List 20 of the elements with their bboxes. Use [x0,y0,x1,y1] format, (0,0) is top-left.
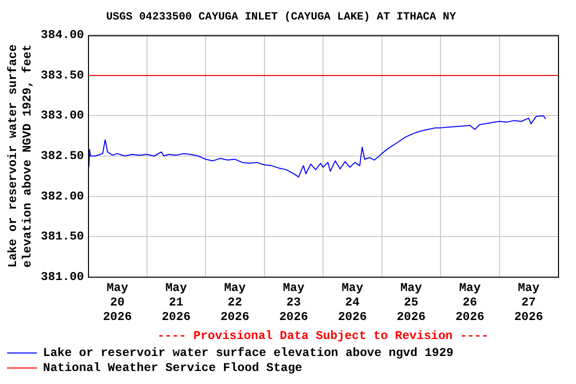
y-tick-label: 381.00 [40,270,84,284]
x-tick-label: May 26 2026 [455,281,484,324]
y-tick-label: 383.50 [40,68,84,82]
legend-label: National Weather Service Flood Stage [43,361,302,376]
x-tick-label: May 24 2026 [338,281,367,324]
y-tick-label: 384.00 [40,28,84,42]
legend-label: Lake or reservoir water surface elevation above ngvd 1929 [43,346,454,360]
x-tick-label: May 23 2026 [279,281,308,324]
x-tick-label: May 22 2026 [220,281,250,324]
y-tick-label: 382.50 [40,149,84,164]
y-tick-label: 382.00 [40,189,84,204]
y-axis-title: Lake or reservoir water surface elevation above NGVD 1929, feet [6,44,35,268]
x-tick-label: May 21 2026 [162,281,191,324]
chart-title: USGS 04233500 CAYUGA INLET (CAYUGA LAKE) AT ITHACA NY [106,11,456,24]
y-tick-label: 381.50 [40,230,84,244]
text: ---- Provisional Data Subject to Revision ---- [157,329,489,344]
x-tick-label: May 27 2026 [514,281,544,324]
x-tick-label: May 25 2026 [396,281,426,324]
x-tick-label: May 20 2026 [102,281,132,324]
y-tick-label: 383.00 [40,108,84,123]
